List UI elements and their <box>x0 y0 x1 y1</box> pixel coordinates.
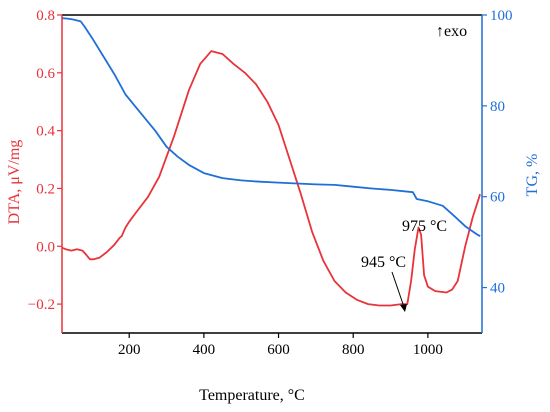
right-axis-title: TG, % <box>524 154 541 197</box>
right-tick-label: 40 <box>490 281 505 297</box>
peak-945-arrow-head <box>400 304 407 312</box>
right-tick-label: 100 <box>490 8 513 24</box>
exo-annotation: ↑exo <box>436 23 467 40</box>
left-tick-label: −0.2 <box>28 297 55 313</box>
x-tick-label: 400 <box>193 342 216 358</box>
left-axis-title: DTA, μV/mg <box>6 140 23 225</box>
peak-945-arrow-line <box>391 271 405 308</box>
left-tick-label: 0.6 <box>36 66 55 82</box>
x-tick-label: 200 <box>118 342 141 358</box>
left-tick-label: 0.2 <box>36 181 55 197</box>
left-tick-label: 0.4 <box>36 124 55 140</box>
x-tick-label: 1000 <box>413 342 443 358</box>
x-axis-title: Temperature, °C <box>199 387 305 404</box>
x-tick-label: 800 <box>342 342 365 358</box>
peak-975-label: 975 °C <box>402 218 447 235</box>
dta-series-line <box>61 50 481 307</box>
x-tick-label: 600 <box>267 342 290 358</box>
right-tick-label: 80 <box>490 99 505 115</box>
left-tick-label: 0.0 <box>36 239 55 255</box>
tg-series-line <box>61 17 481 237</box>
left-tick-label: 0.8 <box>36 8 55 24</box>
right-tick-label: 60 <box>490 190 505 206</box>
peak-945-label: 945 °C <box>361 254 406 271</box>
